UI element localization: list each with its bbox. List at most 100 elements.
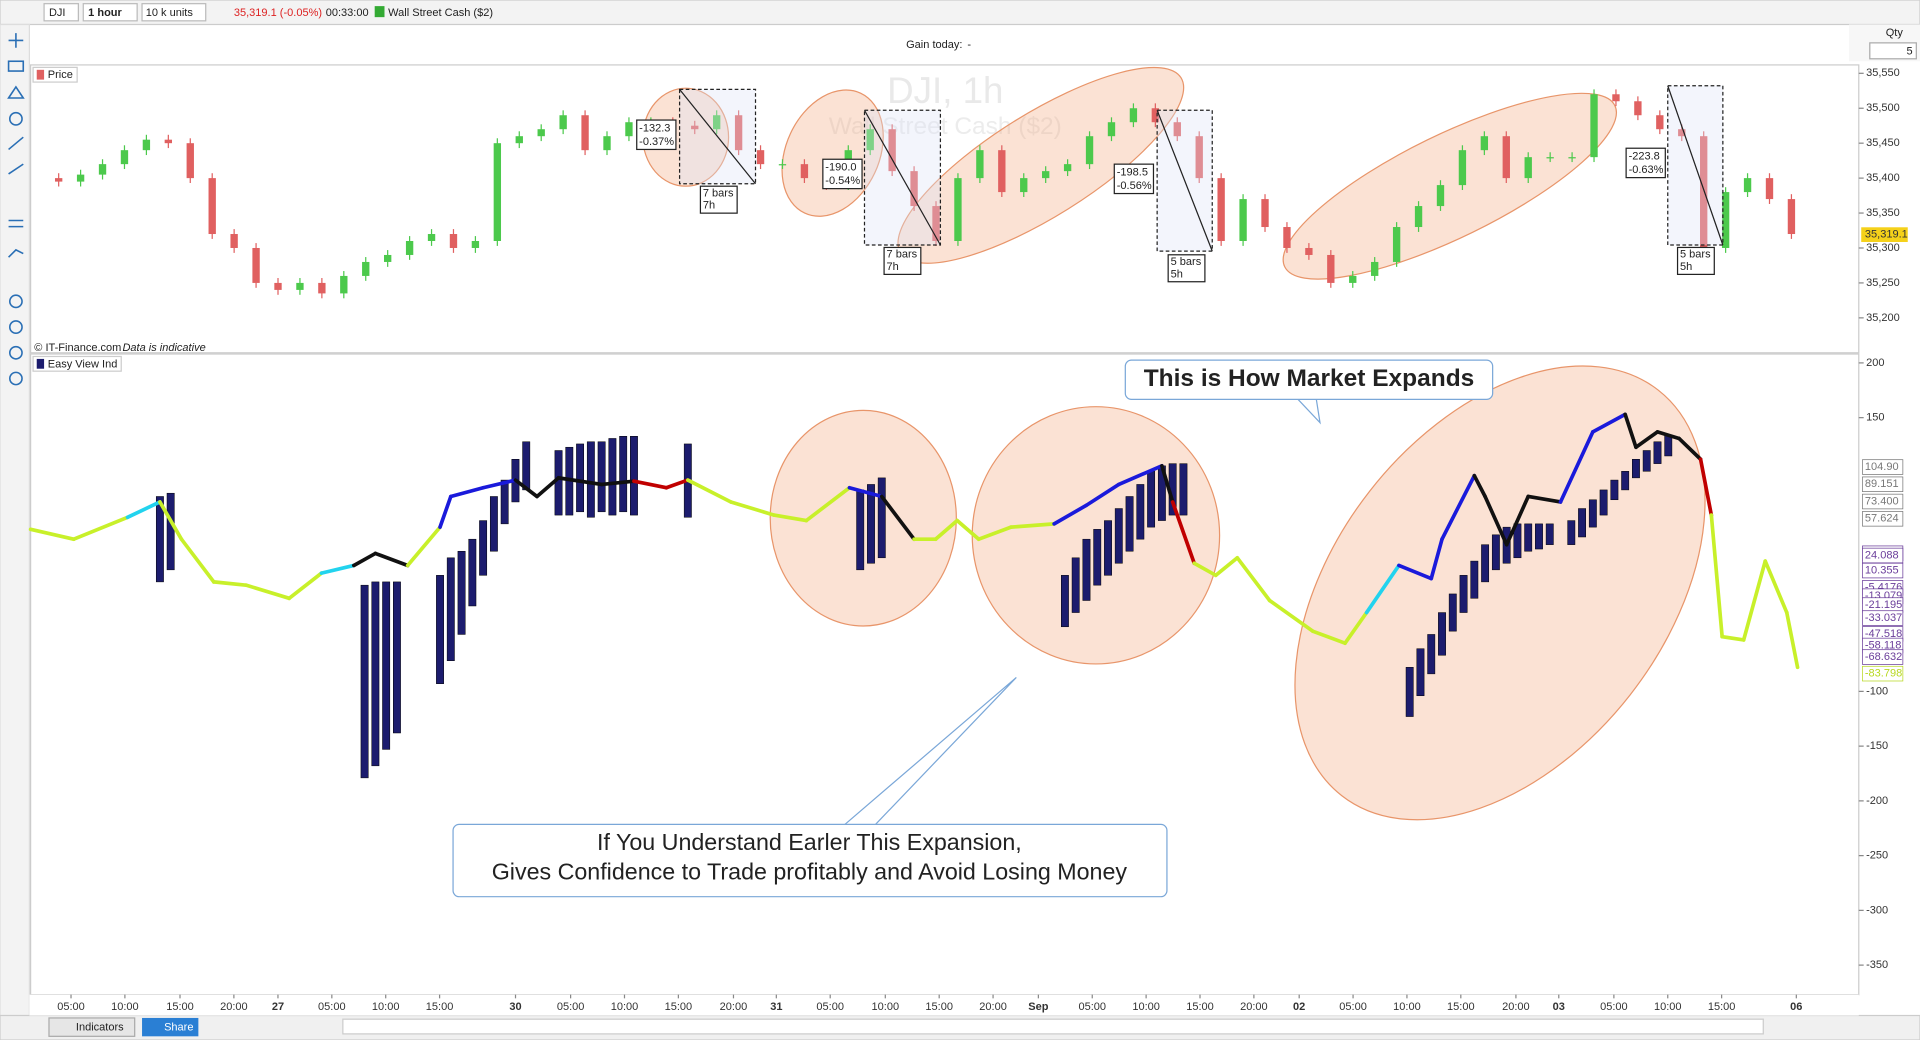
indicator-line (1763, 559, 1789, 615)
bar (1491, 534, 1500, 571)
level-box (1862, 493, 1904, 510)
indicator-line (1634, 430, 1660, 450)
qty-input[interactable] (1869, 42, 1917, 60)
bar (1427, 634, 1436, 675)
icon[interactable] (9, 345, 23, 360)
bar (1093, 529, 1102, 586)
icon[interactable] (9, 111, 23, 126)
candle (1283, 227, 1291, 248)
indicator-line (1709, 513, 1724, 639)
indicator-line (179, 537, 216, 584)
icon[interactable] (8, 136, 24, 151)
icon[interactable] (8, 219, 24, 228)
icon[interactable] (9, 294, 23, 309)
bar (877, 477, 886, 559)
gain-value: - (967, 39, 971, 51)
bar (1125, 496, 1134, 552)
indicator-line (1698, 457, 1714, 517)
measure-box (1167, 254, 1206, 283)
candle (1436, 185, 1445, 207)
x-tick-label: 20:00 (979, 1001, 1007, 1013)
instrument: Wall Street Cash ($2) (388, 7, 493, 19)
candle (362, 261, 370, 276)
bar (1416, 648, 1425, 697)
indicators-button[interactable] (48, 1017, 136, 1037)
indicator-line (1343, 610, 1369, 646)
level-label: 24.088 (1865, 549, 1899, 561)
candle (1458, 150, 1467, 186)
icon[interactable] (8, 163, 24, 175)
x-tick-label: 10:00 (1132, 1001, 1160, 1013)
measure-bars: 7 bars (887, 249, 918, 261)
bar (630, 436, 638, 516)
x-tick-label: 05:00 (557, 1001, 585, 1013)
measure-change: -132.3 (639, 123, 670, 135)
candle (1546, 157, 1554, 159)
bar (1610, 479, 1619, 501)
measure-change: -223.8 (1629, 151, 1660, 163)
indicator-line (1310, 629, 1347, 646)
icon[interactable] (8, 33, 24, 48)
candle (384, 254, 392, 262)
timeframe-select[interactable] (82, 3, 138, 22)
indicator-line (535, 476, 561, 499)
x-tick-label: 05:00 (318, 1001, 346, 1013)
bar (608, 438, 617, 516)
x-tick-label: 15:00 (665, 1001, 693, 1013)
candle (1743, 178, 1752, 193)
candle (1656, 115, 1664, 130)
indicator-line (933, 518, 960, 542)
level-label: 89.151 (1865, 478, 1899, 490)
candle (493, 143, 502, 241)
indicator-line (772, 513, 809, 523)
icon[interactable] (9, 371, 23, 386)
bar (479, 520, 488, 576)
timeframe: 1 hour (88, 7, 122, 19)
icon[interactable] (7, 85, 25, 99)
x-tick-label: 15:00 (1447, 1001, 1475, 1013)
indicator-line (1784, 610, 1800, 670)
level-label: -68.632 (1865, 651, 1902, 663)
left-icons[interactable] (7, 33, 25, 386)
bar (1114, 508, 1123, 564)
indicator-line (28, 527, 76, 542)
x-tick-label: 30 (509, 1001, 521, 1013)
left-toolbar (0, 23, 30, 1018)
scrollbar[interactable] (342, 1018, 1764, 1035)
candle (1371, 261, 1379, 276)
candle (603, 136, 611, 151)
y-tick-label: 35,250 (1866, 277, 1900, 289)
candle (208, 178, 216, 235)
measure-pct: -0.63% (1629, 164, 1664, 176)
x-tick-label: 20:00 (720, 1001, 748, 1013)
symbol-select[interactable] (43, 3, 79, 22)
x-tick-label: 15:00 (1708, 1001, 1736, 1013)
candle (1195, 136, 1203, 179)
icon[interactable] (9, 320, 23, 334)
qty-label: Qty (1886, 27, 1904, 39)
note: Data is indicative (122, 342, 205, 354)
icon[interactable] (7, 60, 25, 72)
level-box (1862, 610, 1904, 626)
symbol: DJI (49, 7, 66, 19)
indicator-line (847, 485, 884, 499)
level-label: 73.400 (1865, 495, 1899, 507)
units-select[interactable] (141, 3, 207, 22)
y-tick-label: 35,450 (1866, 137, 1900, 149)
icon[interactable] (8, 248, 24, 258)
indicators: Indicators (76, 1022, 124, 1034)
bar (1524, 523, 1533, 552)
bar (1405, 667, 1414, 717)
bar (867, 484, 875, 564)
share-button[interactable] (142, 1017, 199, 1037)
toolbar (0, 0, 1920, 26)
bar (436, 575, 444, 684)
level-box (1862, 665, 1904, 682)
candle (1765, 178, 1774, 200)
y-tick-label: 35,200 (1866, 312, 1900, 324)
bar (446, 557, 455, 661)
candle (1305, 247, 1313, 255)
units: 10 k units (146, 7, 194, 19)
indicator-line (879, 494, 916, 542)
indicator-line (211, 580, 248, 588)
